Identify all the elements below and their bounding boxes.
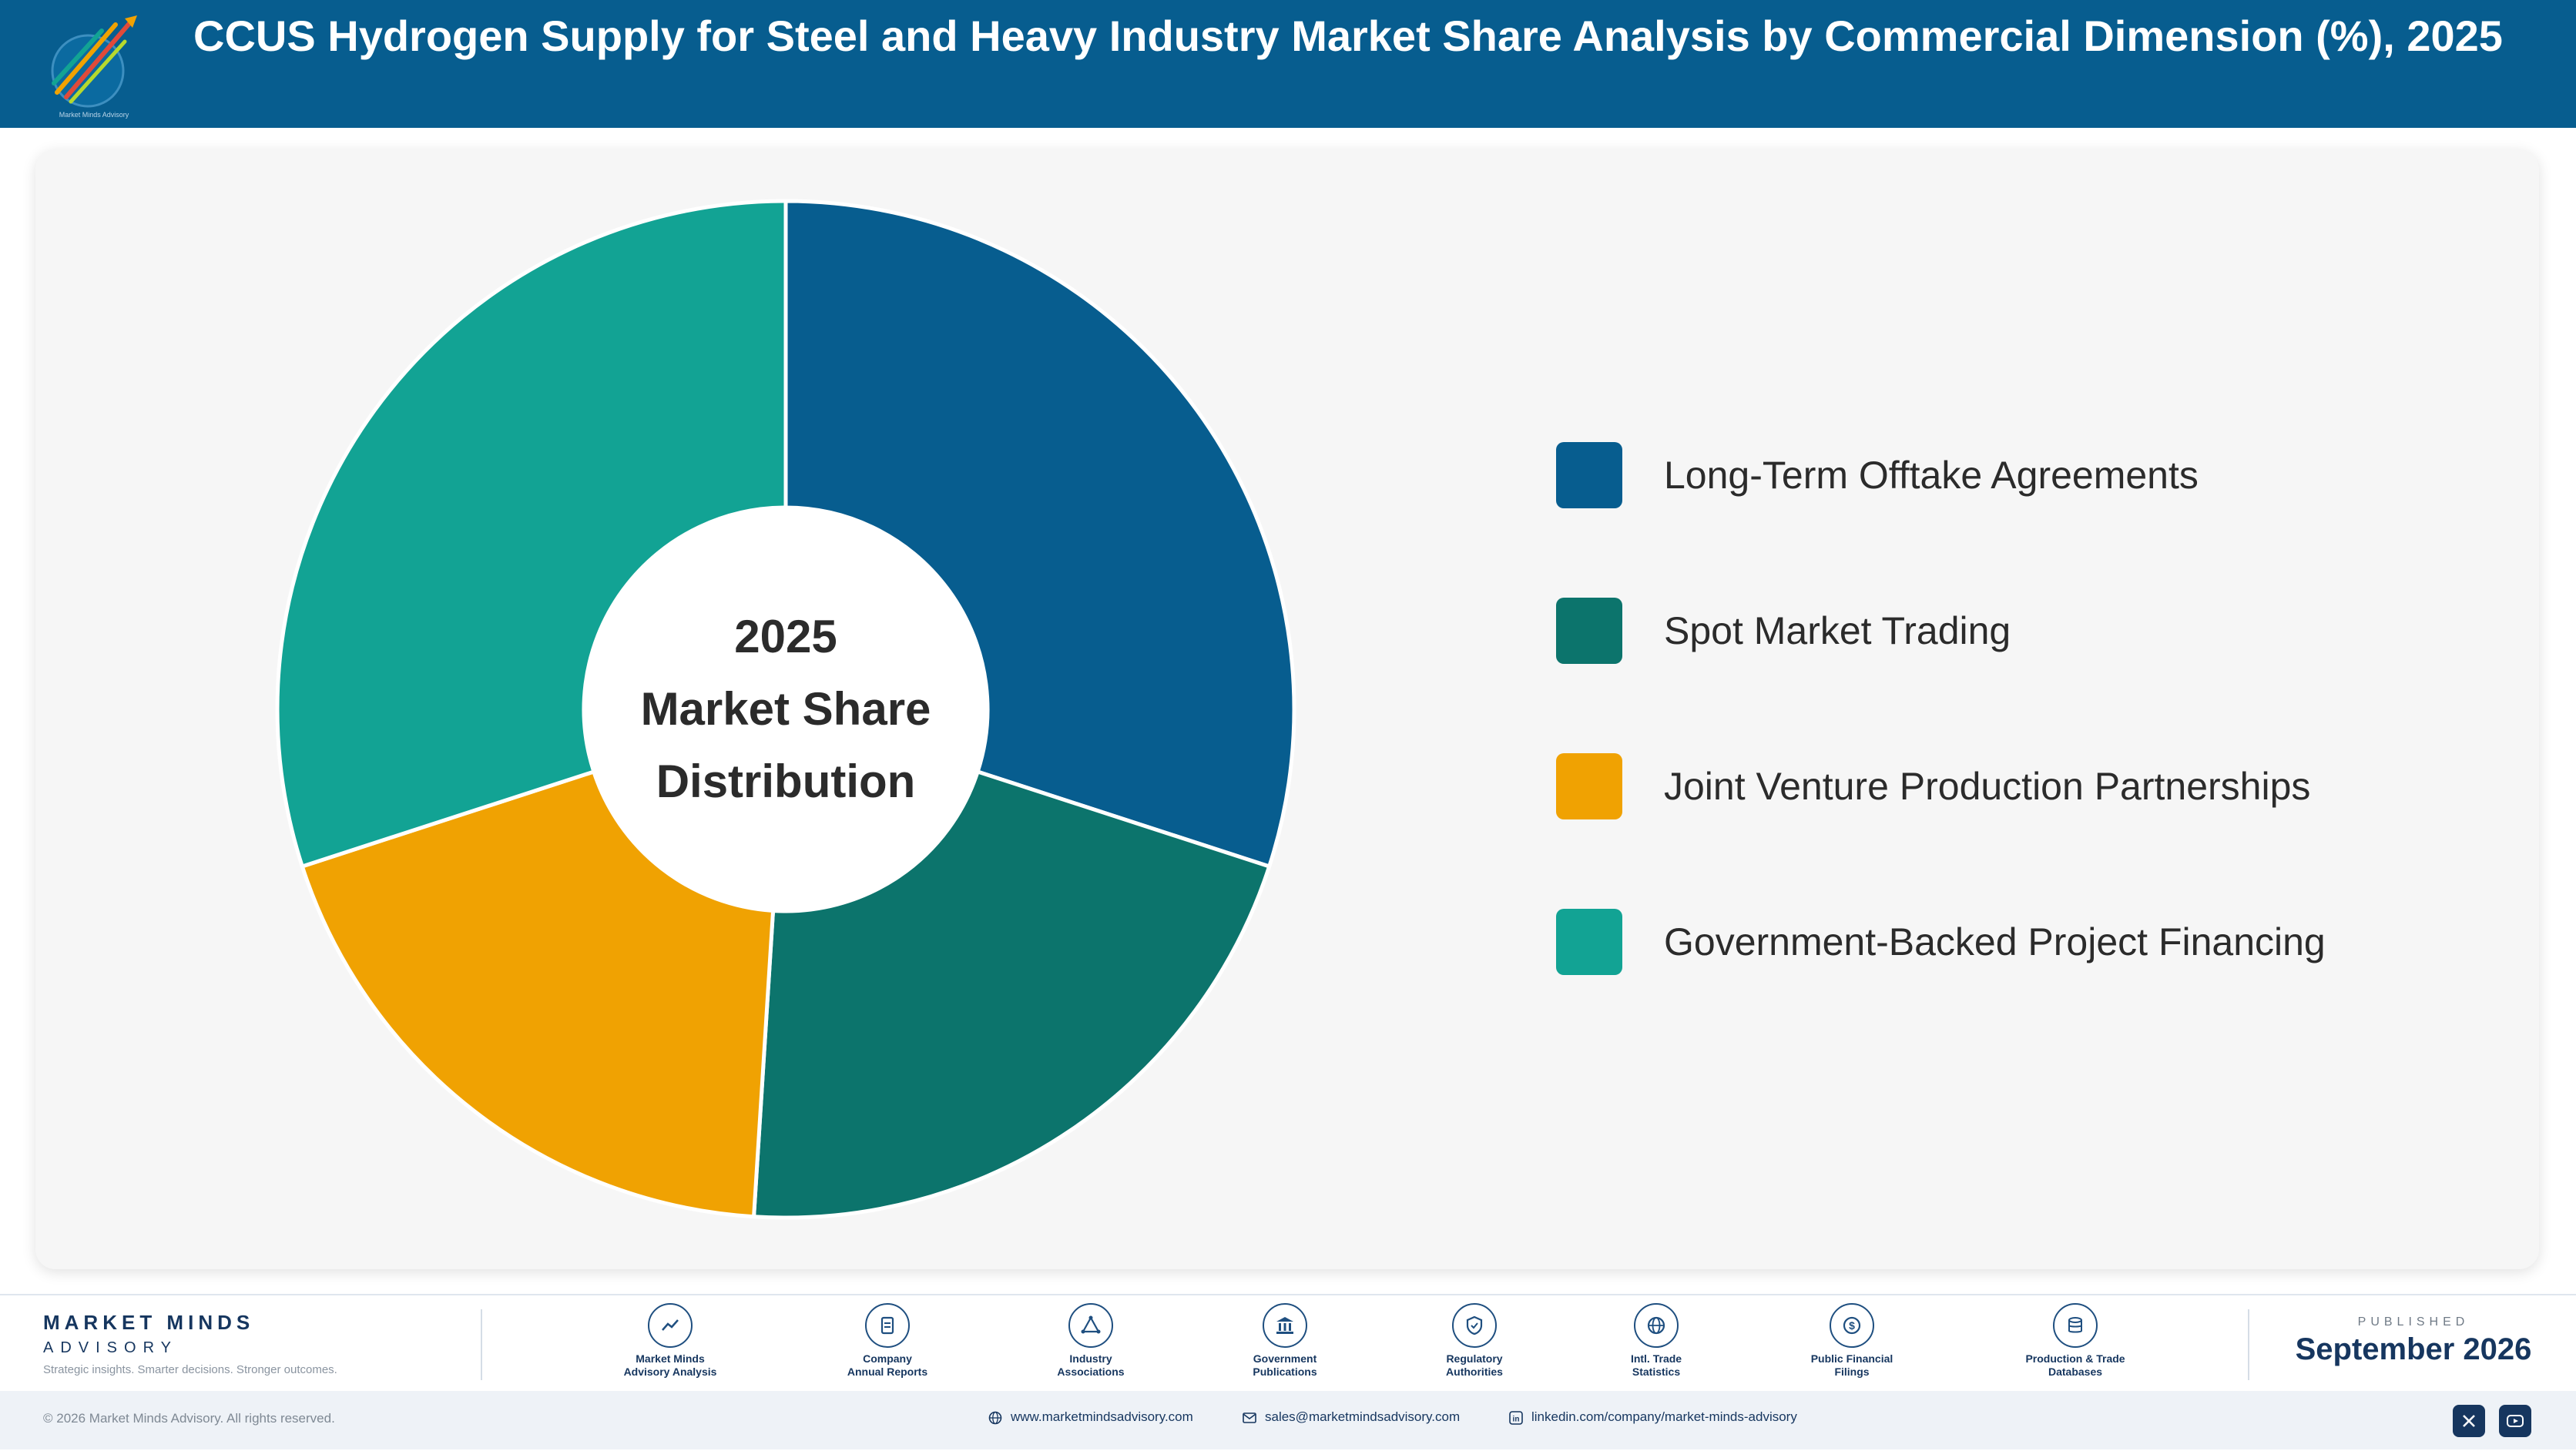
source-regulatory-authorities: Regulatory Authorities — [1390, 1303, 1559, 1379]
donut-slice — [783, 199, 1296, 870]
source-industry-associations: Industry Associations — [1006, 1303, 1176, 1379]
x-icon — [2463, 1415, 2475, 1427]
source-label: Industry Associations — [1057, 1352, 1125, 1378]
chart-title: CCUS Hydrogen Supply for Steel and Heavy… — [193, 12, 2503, 60]
published-block: PUBLISHED September 2026 — [2271, 1315, 2556, 1367]
footer-brand: MARKET MINDS ADVISORY Strategic insights… — [43, 1311, 337, 1376]
source-label: Market Minds Advisory Analysis — [623, 1352, 717, 1378]
legend-swatch — [1556, 598, 1622, 664]
source-intl-trade-statistics: Intl. Trade Statistics — [1571, 1303, 1741, 1379]
donut-center-label: 2025 Market Share Distribution — [616, 601, 955, 818]
published-date: September 2026 — [2295, 1332, 2532, 1366]
shield-icon — [1452, 1303, 1497, 1348]
legend-label: Government-Backed Project Financing — [1664, 920, 2326, 963]
youtube-social-button[interactable] — [2499, 1405, 2531, 1437]
legend-label: Joint Venture Production Partnerships — [1664, 765, 2311, 808]
published-label: PUBLISHED — [2357, 1315, 2470, 1329]
document-icon — [865, 1303, 910, 1348]
globe-icon — [1634, 1303, 1679, 1348]
center-label-year: 2025 — [734, 611, 837, 662]
legend-label: Spot Market Trading — [1664, 609, 2011, 652]
x-social-button[interactable] — [2453, 1405, 2485, 1437]
dollar-icon: $ — [1830, 1303, 1874, 1348]
center-label-line2: Market Share — [640, 683, 931, 735]
logo-text: Market Minds Advisory — [59, 111, 129, 119]
copyright-text: © 2026 Market Minds Advisory. All rights… — [43, 1411, 335, 1426]
website-text: www.marketmindsadvisory.com — [1011, 1409, 1193, 1424]
network-icon — [1068, 1303, 1113, 1348]
source-label: Production & Trade Databases — [2025, 1352, 2125, 1378]
linkedin-icon: in — [1509, 1410, 1523, 1425]
source-government-publications: Government Publications — [1200, 1303, 1370, 1379]
source-market-minds-analysis: Market Minds Advisory Analysis — [585, 1303, 755, 1379]
bottom-bar: © 2026 Market Minds Advisory. All rights… — [0, 1391, 2576, 1449]
source-label: Public Financial Filings — [1810, 1352, 1893, 1378]
market-minds-logo-icon: Market Minds Advisory — [51, 15, 137, 119]
legend-swatch — [1556, 909, 1622, 975]
brand-sub: ADVISORY — [43, 1339, 178, 1356]
source-label: Regulatory Authorities — [1446, 1352, 1503, 1378]
header-bar: Market Minds Advisory CCUS Hydrogen Supp… — [0, 0, 2576, 128]
government-building-icon — [1263, 1303, 1307, 1348]
donut-hole — [584, 508, 988, 911]
linkedin-link[interactable]: in linkedin.com/company/market-minds-advi… — [1508, 1409, 1797, 1426]
center-label-line3: Distribution — [656, 756, 916, 807]
legend-item: Spot Market Trading — [1556, 598, 2480, 664]
footer-divider — [2248, 1309, 2249, 1380]
svg-text:in: in — [1513, 1415, 1520, 1423]
chart-line-icon — [648, 1303, 693, 1348]
legend-swatch — [1556, 753, 1622, 819]
youtube-icon — [2507, 1415, 2524, 1427]
linkedin-text: linkedin.com/company/market-minds-adviso… — [1531, 1409, 1797, 1424]
globe-icon — [988, 1411, 1002, 1424]
source-production-trade-databases: Production & Trade Databases — [1991, 1303, 2160, 1379]
website-link[interactable]: www.marketmindsadvisory.com — [988, 1409, 1193, 1426]
brand-name: MARKET MINDS — [43, 1311, 255, 1334]
legend-item: Long-Term Offtake Agreements — [1556, 442, 2480, 508]
email-link[interactable]: sales@marketmindsadvisory.com — [1242, 1409, 1460, 1426]
svg-text:$: $ — [1849, 1319, 1855, 1332]
source-public-financial-filings: $ Public Financial Filings — [1767, 1303, 1937, 1379]
legend-label: Long-Term Offtake Agreements — [1664, 454, 2199, 497]
mail-icon — [1243, 1412, 1256, 1423]
legend-item: Government-Backed Project Financing — [1556, 909, 2480, 975]
source-company-annual-reports: Company Annual Reports — [803, 1303, 972, 1379]
source-label: Government Publications — [1253, 1352, 1317, 1378]
footer-divider — [481, 1309, 482, 1380]
legend-item: Joint Venture Production Partnerships — [1556, 753, 2480, 819]
source-label: Intl. Trade Statistics — [1630, 1352, 1682, 1378]
brand-tagline: Strategic insights. Smarter decisions. S… — [43, 1363, 337, 1376]
source-label: Company Annual Reports — [847, 1352, 928, 1378]
legend-swatch — [1556, 442, 1622, 508]
database-icon — [2053, 1303, 2098, 1348]
email-text: sales@marketmindsadvisory.com — [1265, 1409, 1461, 1424]
